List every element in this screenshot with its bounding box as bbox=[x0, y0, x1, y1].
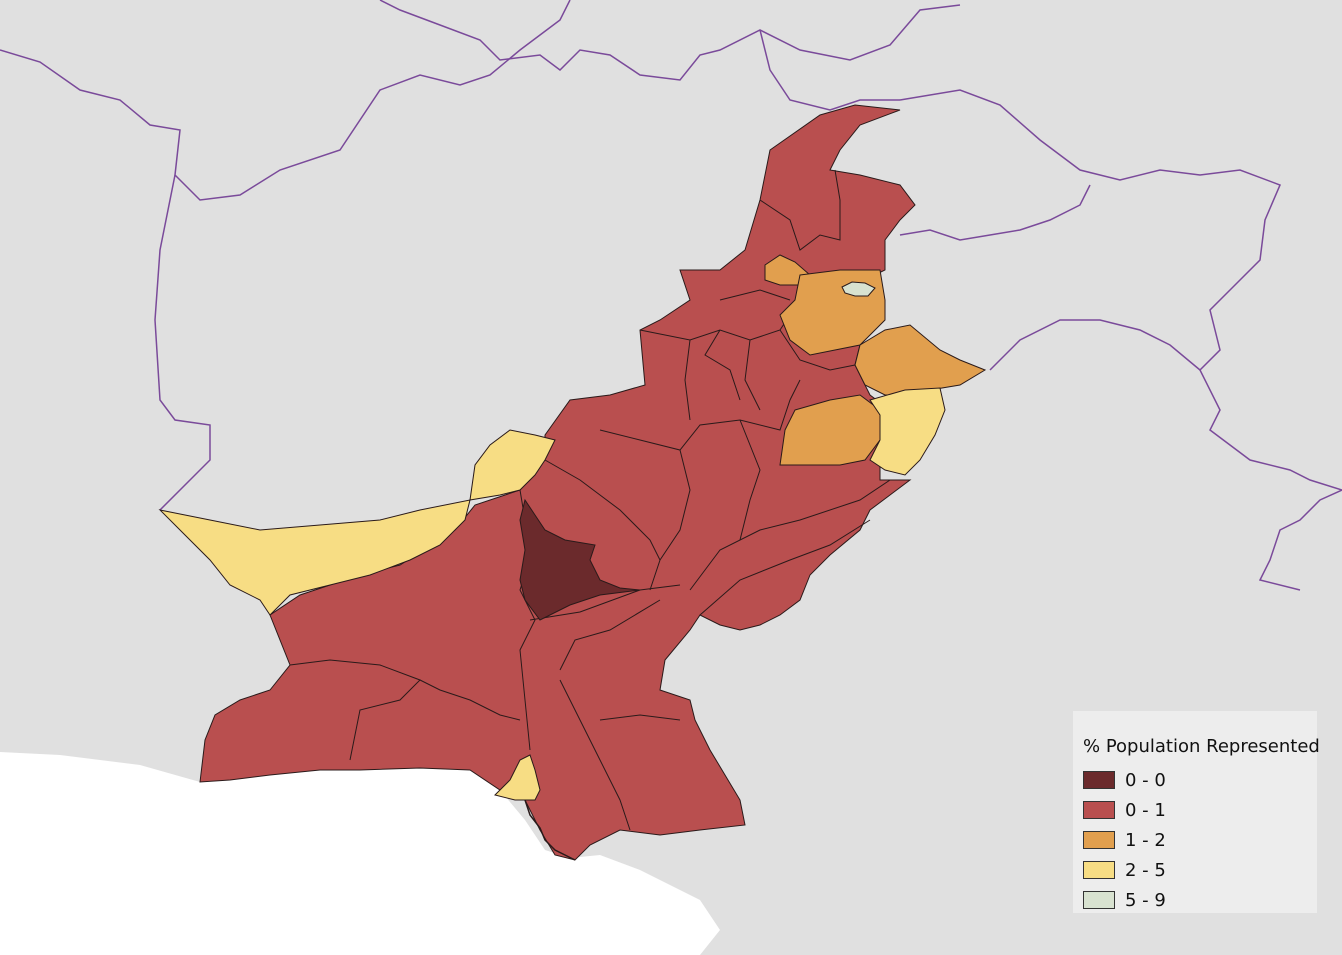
region-class-1-2-c bbox=[854, 324, 987, 396]
legend-swatch bbox=[1083, 801, 1115, 819]
legend-item: 5 - 9 bbox=[1083, 885, 1317, 915]
legend-label: 1 - 2 bbox=[1125, 829, 1166, 851]
legend-swatch bbox=[1083, 831, 1115, 849]
district-borders bbox=[289, 169, 891, 831]
region-class-5-9 bbox=[841, 281, 876, 297]
coastline bbox=[524, 799, 576, 861]
arabian-sea bbox=[0, 752, 720, 955]
region-class-2-5-b bbox=[158, 499, 471, 616]
legend-label: 0 - 0 bbox=[1125, 769, 1166, 791]
international-borders bbox=[0, 0, 1342, 591]
legend-item: 2 - 5 bbox=[1083, 855, 1317, 885]
region-pakistan-main bbox=[199, 104, 916, 861]
legend-item: 0 - 1 bbox=[1083, 795, 1317, 825]
region-class-2-5-a bbox=[869, 387, 946, 476]
legend-swatch bbox=[1083, 771, 1115, 789]
region-class-0-0 bbox=[519, 498, 641, 621]
legend-label: 2 - 5 bbox=[1125, 859, 1166, 881]
legend-swatch bbox=[1083, 861, 1115, 879]
legend-label: 0 - 1 bbox=[1125, 799, 1166, 821]
region-class-2-5-c bbox=[469, 429, 556, 501]
legend-label: 5 - 9 bbox=[1125, 889, 1166, 911]
legend-title: % Population Represented bbox=[1083, 736, 1320, 757]
region-class-1-2-d bbox=[779, 394, 881, 466]
legend-swatch bbox=[1083, 891, 1115, 909]
legend-item: 1 - 2 bbox=[1083, 825, 1317, 855]
legend: % Population Represented 0 - 0 0 - 1 1 -… bbox=[1073, 711, 1320, 915]
legend-item: 0 - 0 bbox=[1083, 765, 1317, 795]
region-class-2-5-d bbox=[494, 754, 541, 801]
